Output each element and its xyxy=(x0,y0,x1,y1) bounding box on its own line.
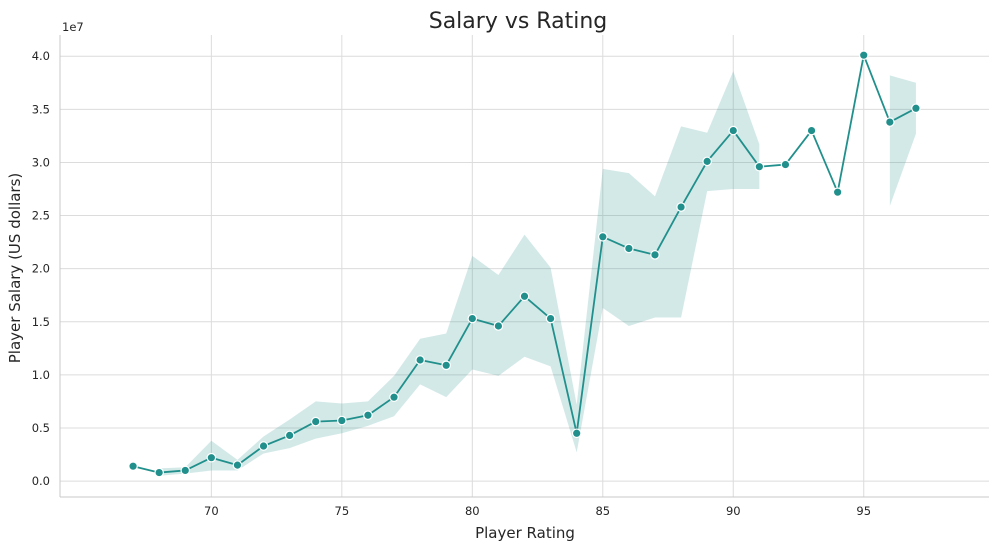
x-tick-label: 80 xyxy=(465,504,480,518)
data-point xyxy=(571,428,582,439)
data-point xyxy=(415,355,425,365)
data-point xyxy=(337,415,347,426)
chart-title: Salary vs Rating xyxy=(429,9,608,34)
data-point xyxy=(806,125,817,136)
y-tick-label: 3.0 xyxy=(32,155,50,169)
data-point xyxy=(284,430,295,441)
axes: 70 75 80 85 90 95 0.0 0.5 1.0 1.5 2.0 2.5 3.0 3.5 4.0 xyxy=(32,35,989,518)
y-tick-label: 2.5 xyxy=(32,209,50,223)
data-point xyxy=(310,416,321,427)
data-point xyxy=(363,410,373,421)
y-tick-label: 3.5 xyxy=(32,102,50,116)
y-tick-label: 2.0 xyxy=(32,262,50,276)
confidence-bands xyxy=(159,71,916,476)
data-point xyxy=(624,243,634,254)
confidence-band xyxy=(889,75,916,206)
data-point xyxy=(154,467,164,478)
data-point xyxy=(597,231,608,242)
y-tick-label: 1.0 xyxy=(32,368,50,382)
y-offset-text: 1e7 xyxy=(62,20,84,34)
x-tick-label: 95 xyxy=(856,504,871,518)
data-point xyxy=(858,50,869,60)
confidence-band xyxy=(159,71,760,476)
x-tick-label: 90 xyxy=(726,504,741,518)
data-point xyxy=(832,187,843,197)
data-point xyxy=(493,321,504,331)
data-point xyxy=(676,202,686,212)
y-tick-label: 4.0 xyxy=(32,49,50,63)
data-point xyxy=(441,360,452,371)
data-points xyxy=(128,50,921,478)
x-axis-label: Player Rating xyxy=(475,524,575,542)
data-point xyxy=(467,313,478,324)
grid-lines xyxy=(60,35,989,497)
data-point xyxy=(389,392,399,402)
y-tick-label: 0.5 xyxy=(32,421,50,435)
data-point xyxy=(780,159,791,170)
data-point xyxy=(911,103,921,114)
x-tick-label: 70 xyxy=(204,504,219,518)
data-point xyxy=(232,460,243,470)
x-tick-label: 75 xyxy=(335,504,350,518)
data-point xyxy=(258,441,269,451)
y-tick-label: 0.0 xyxy=(32,474,50,488)
data-point xyxy=(206,452,217,463)
data-point xyxy=(519,291,530,302)
data-point xyxy=(545,313,556,324)
x-tick-label: 85 xyxy=(595,504,610,518)
data-point xyxy=(754,161,765,172)
data-point xyxy=(128,461,138,471)
data-point xyxy=(885,117,895,127)
data-point xyxy=(180,465,191,476)
data-point xyxy=(702,156,712,167)
y-tick-label: 1.5 xyxy=(32,315,50,329)
data-point xyxy=(728,125,739,136)
y-axis-label: Player Salary (US dollars) xyxy=(6,173,24,364)
data-point xyxy=(650,250,660,260)
